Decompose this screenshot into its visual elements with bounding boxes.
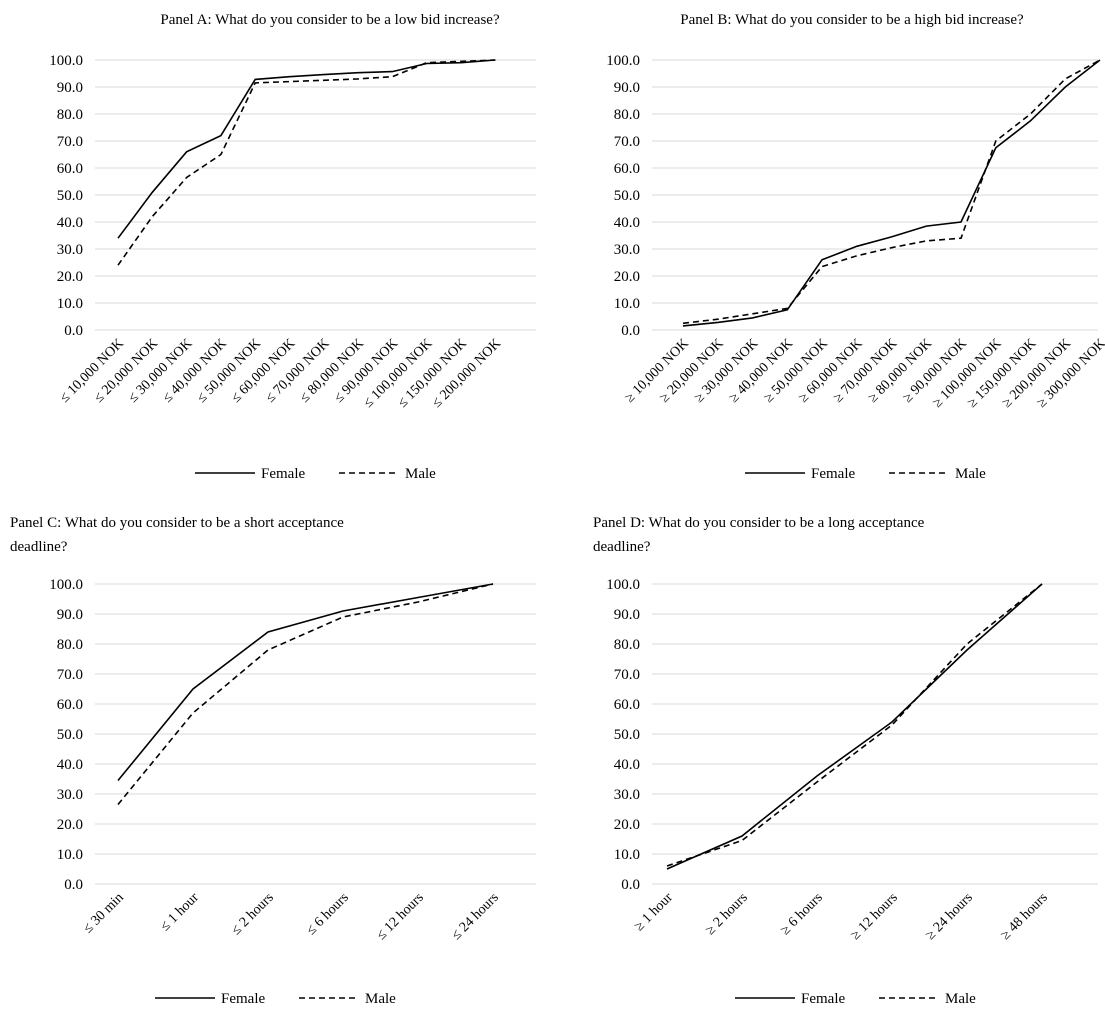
y-tick-label: 40.0 [614,215,640,231]
y-tick-label: 0.0 [621,323,640,339]
y-tick-label: 20.0 [614,817,640,833]
y-tick-label: 10.0 [614,847,640,863]
y-tick-label: 20.0 [614,269,640,285]
chart-panel-2: Panel C: What do you consider to be a sh… [10,515,536,1007]
y-tick-label: 50.0 [57,188,83,204]
series-line-male [682,59,1101,325]
panel-title: Panel C: What do you consider to be a sh… [10,515,344,531]
y-tick-label: 0.0 [621,877,640,893]
y-tick-label: 100.0 [606,53,640,69]
y-tick-label: 70.0 [57,667,83,683]
x-tick-label: ≤ 30 min [81,890,127,936]
y-tick-label: 70.0 [57,134,83,150]
x-tick-label: ≤ 2 hours [229,890,277,938]
panel-title: Panel D: What do you consider to be a lo… [593,515,925,531]
series-line-female [117,583,494,782]
y-tick-label: 70.0 [614,134,640,150]
legend: Female Male [745,466,986,482]
legend-label: Female [221,991,265,1007]
chart-panel-1: Panel B: What do you consider to be a hi… [606,12,1105,482]
y-tick-label: 90.0 [57,80,83,96]
x-tick-label: ≥ 24 hours [923,890,976,943]
y-tick-label: 60.0 [614,697,640,713]
y-tick-label: 90.0 [57,607,83,623]
x-tick-label: ≥ 6 hours [778,890,826,938]
panel-title: deadline? [10,539,68,555]
legend-label: Female [811,466,855,482]
series-line-male [117,59,496,266]
y-tick-label: 20.0 [57,269,83,285]
y-tick-label: 30.0 [57,787,83,803]
y-tick-label: 80.0 [614,107,640,123]
y-tick-label: 30.0 [614,787,640,803]
y-tick-label: 50.0 [614,188,640,204]
x-tick-label: ≤ 6 hours [304,890,352,938]
y-tick-label: 100.0 [606,577,640,593]
y-tick-label: 80.0 [57,637,83,653]
y-tick-label: 30.0 [614,242,640,258]
legend-label: Female [261,466,305,482]
series-line-male [117,583,494,806]
legend-label: Female [801,991,845,1007]
x-tick-label: ≥ 2 hours [703,890,751,938]
y-tick-label: 60.0 [57,697,83,713]
y-tick-label: 10.0 [57,847,83,863]
x-tick-label: ≤ 1 hour [158,890,202,934]
chart-panel-0: Panel A: What do you consider to be a lo… [49,12,536,482]
y-tick-label: 90.0 [614,80,640,96]
panel-title: Panel A: What do you consider to be a lo… [160,12,500,28]
y-tick-label: 50.0 [57,727,83,743]
y-tick-label: 50.0 [614,727,640,743]
y-tick-label: 20.0 [57,817,83,833]
y-tick-label: 80.0 [57,107,83,123]
series-line-female [666,583,1043,870]
y-tick-label: 40.0 [614,757,640,773]
y-tick-label: 10.0 [57,296,83,312]
legend: Female Male [735,991,976,1007]
x-tick-label: ≥ 1 hour [632,890,676,934]
x-tick-label: ≥ 48 hours [998,890,1051,943]
y-tick-label: 40.0 [57,215,83,231]
legend-label: Male [405,466,436,482]
x-tick-label: ≤ 24 hours [449,890,502,943]
legend-label: Male [955,466,986,482]
y-tick-label: 40.0 [57,757,83,773]
y-tick-label: 0.0 [64,323,83,339]
x-tick-label: ≤ 12 hours [374,890,427,943]
y-tick-label: 70.0 [614,667,640,683]
y-tick-label: 100.0 [49,53,83,69]
y-tick-label: 90.0 [614,607,640,623]
legend: Female Male [155,991,396,1007]
series-line-male [666,583,1043,867]
y-tick-label: 0.0 [64,877,83,893]
y-tick-label: 30.0 [57,242,83,258]
legend-label: Male [945,991,976,1007]
legend: Female Male [195,466,436,482]
y-tick-label: 60.0 [614,161,640,177]
panel-title: deadline? [593,539,651,555]
y-tick-label: 60.0 [57,161,83,177]
y-tick-label: 80.0 [614,637,640,653]
panel-title: Panel B: What do you consider to be a hi… [680,12,1024,28]
chart-panel-3: Panel D: What do you consider to be a lo… [593,515,1098,1007]
x-tick-label: ≥ 12 hours [848,890,901,943]
series-line-female [682,59,1101,327]
series-line-female [117,59,496,239]
y-tick-label: 100.0 [49,577,83,593]
legend-label: Male [365,991,396,1007]
y-tick-label: 10.0 [614,296,640,312]
